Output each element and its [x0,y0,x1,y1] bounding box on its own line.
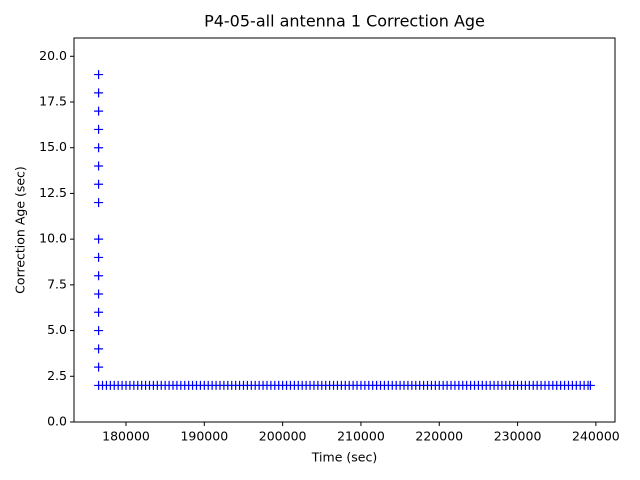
x-tick-label: 200000 [259,429,307,444]
data-point [94,88,104,98]
x-tick-label: 210000 [337,429,385,444]
y-tick-label: 5.0 [47,322,67,337]
x-axis-label: Time (sec) [311,450,377,465]
data-point [94,362,104,372]
data-point [94,252,104,262]
data-point [94,234,104,244]
x-tick-label: 180000 [102,429,150,444]
data-point [94,289,104,299]
y-tick-label: 12.5 [39,185,67,200]
data-point [585,380,595,390]
y-tick-label: 17.5 [39,94,67,109]
data-point [94,124,104,134]
y-tick-label: 15.0 [39,139,67,154]
data-point [94,70,104,80]
x-tick-label: 240000 [572,429,620,444]
data-point [94,271,104,281]
data-point [94,143,104,153]
data-point [94,198,104,208]
data-point [94,179,104,189]
y-tick-label: 2.5 [47,368,67,383]
data-point [94,106,104,116]
x-tick-label: 190000 [180,429,228,444]
y-tick-label: 10.0 [39,231,67,246]
y-axis-label: Correction Age (sec) [13,166,28,294]
data-point [94,344,104,354]
chart-title: P4-05-all antenna 1 Correction Age [204,12,485,31]
y-tick-label: 7.5 [47,276,67,291]
y-tick-label: 20.0 [39,48,67,63]
plot-frame [73,37,616,423]
y-tick-label: 0.0 [47,414,67,429]
data-point [94,326,104,336]
x-tick-label: 230000 [494,429,542,444]
data-point [94,307,104,317]
data-point [94,161,104,171]
x-tick-label: 220000 [415,429,463,444]
